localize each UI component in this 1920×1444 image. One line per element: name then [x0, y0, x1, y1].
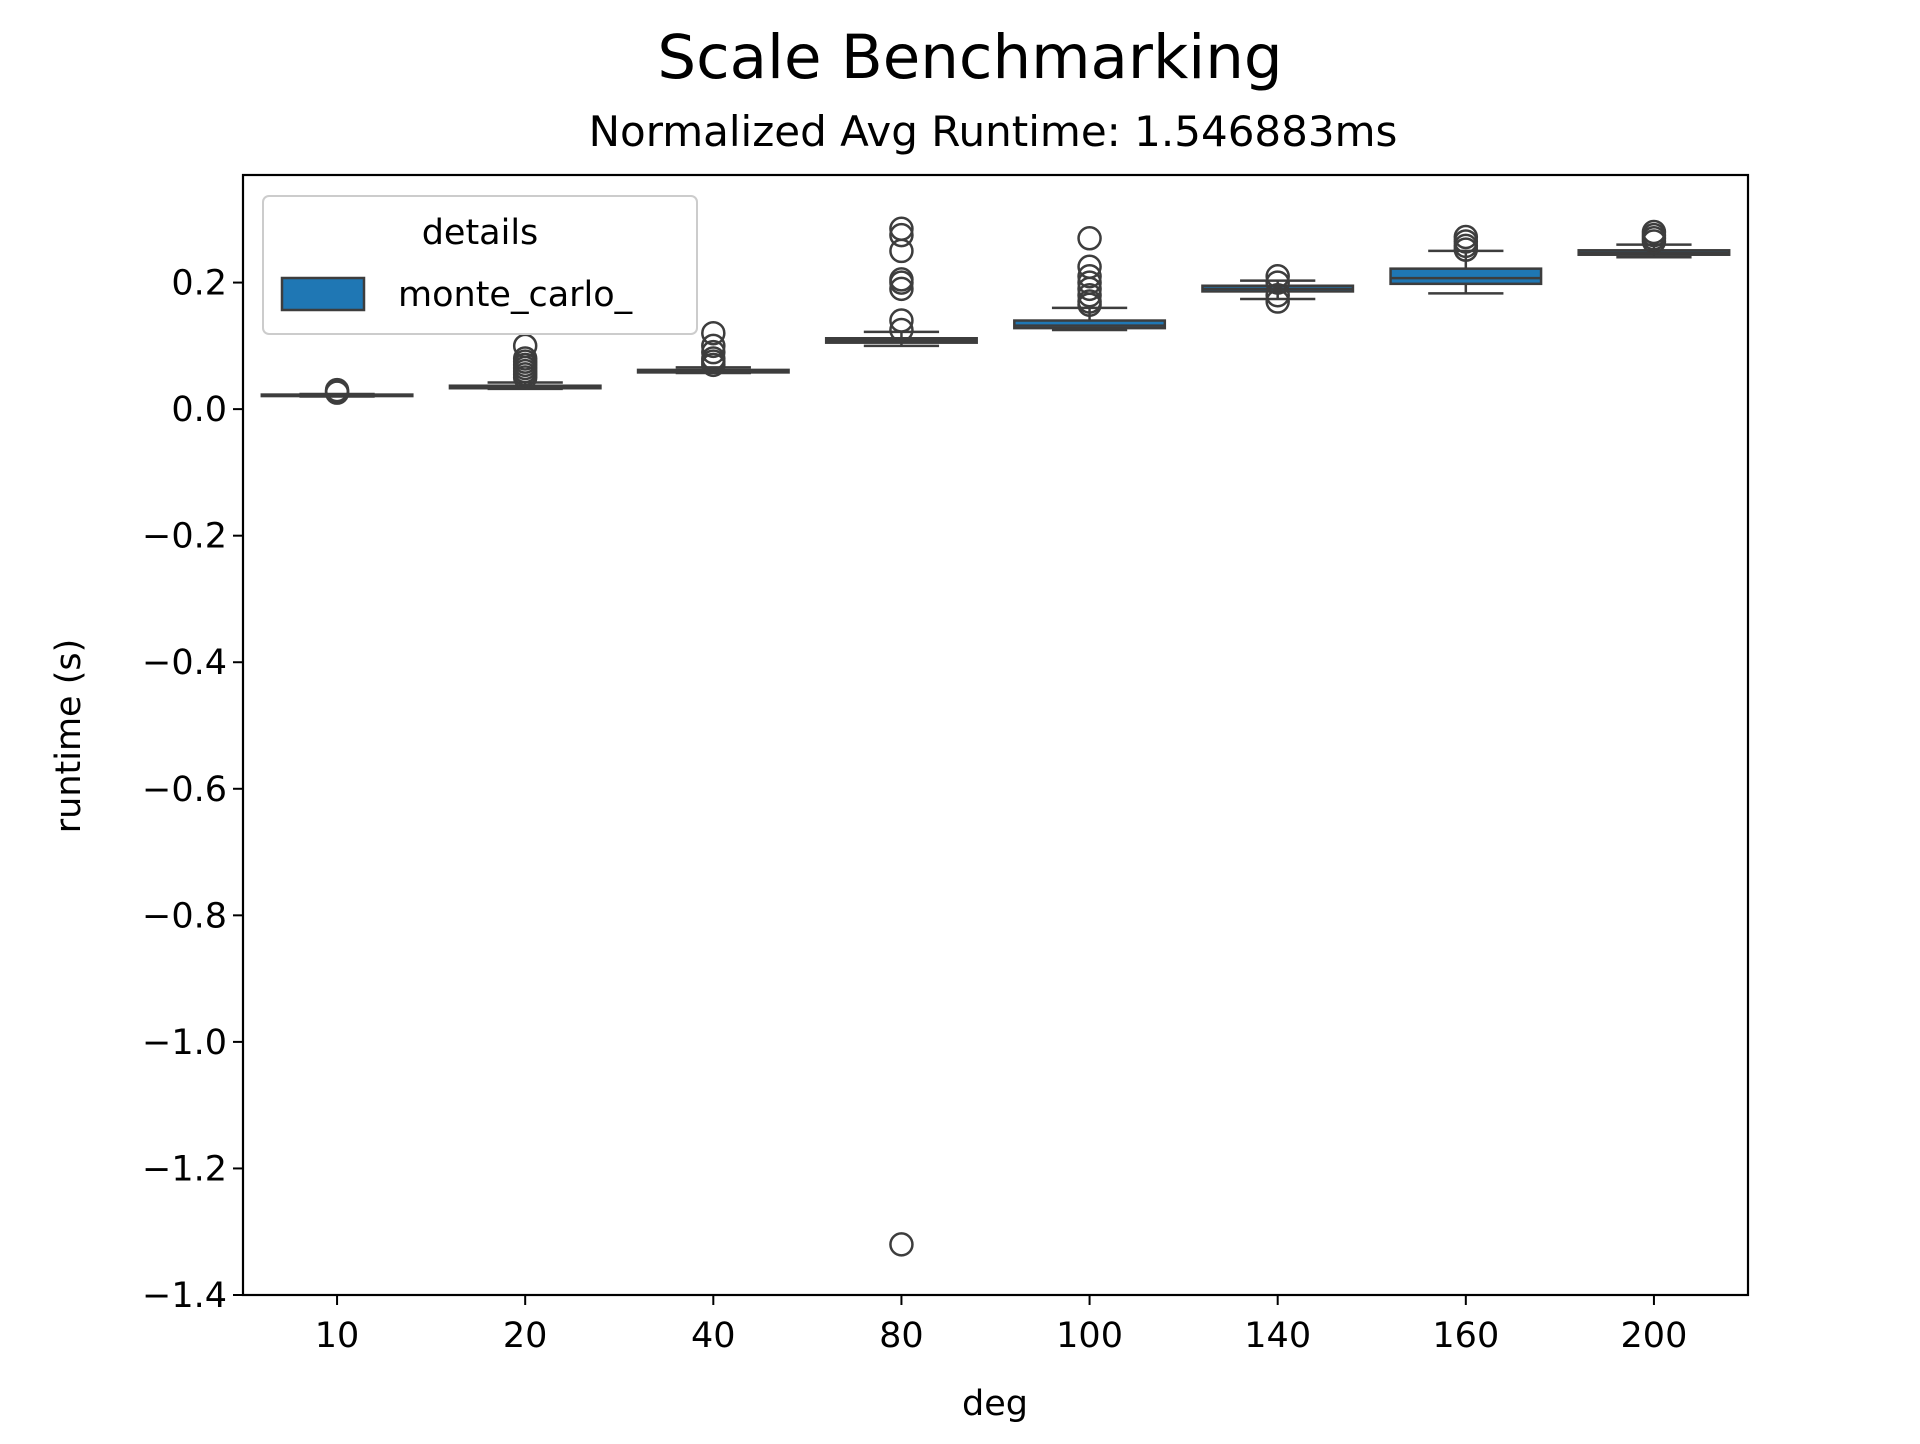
outlier-point [889, 317, 914, 343]
x-tick-label: 10 [315, 1316, 360, 1356]
x-tick-label: 40 [691, 1316, 736, 1356]
y-tick-label: −1.2 [142, 1149, 227, 1189]
outlier-point [701, 320, 726, 346]
outlier-point [701, 339, 726, 365]
x-axis-label: deg [962, 1384, 1028, 1424]
y-tick-label: 0.2 [171, 264, 227, 304]
legend-frame [262, 195, 698, 335]
box-group-80 [824, 216, 978, 1257]
outlier-point [889, 216, 914, 242]
box-group-200 [1577, 219, 1731, 259]
outlier-point [1077, 282, 1102, 308]
chart-title: Scale Benchmarking [657, 22, 1282, 93]
outlier-point [324, 377, 350, 403]
axes-frame [241, 173, 1750, 1297]
outlier-point [1077, 254, 1102, 280]
outlier-point [1077, 289, 1102, 314]
y-tick-label: −1.4 [142, 1276, 227, 1316]
outlier-point [701, 346, 726, 371]
outlier-point [889, 1232, 914, 1257]
outlier-point [701, 333, 726, 359]
box-group-100 [1013, 226, 1167, 332]
y-axis-ticks: 0.2 0.0 −0.2 −0.4 −0.6 −0.8 −1.0 −1.2 −1.4 [142, 264, 243, 1316]
box-group-40 [636, 320, 790, 378]
outlier-point [1641, 219, 1667, 245]
legend-label: monte_carlo_ [398, 275, 633, 315]
outlier-point [1453, 224, 1479, 250]
y-tick-label: −0.6 [142, 770, 227, 810]
outlier-point [1077, 270, 1102, 295]
box-iqr [1013, 319, 1167, 330]
outlier-point [512, 346, 538, 371]
x-tick-label: 80 [879, 1316, 924, 1356]
x-tick-label: 100 [1056, 1316, 1123, 1356]
box-iqr [1389, 267, 1543, 286]
box-group-10 [260, 377, 414, 405]
chart-subtitle: Normalized Avg Runtime: 1.546883ms [589, 107, 1398, 156]
outlier-point [889, 276, 914, 302]
y-tick-label: −0.8 [142, 896, 227, 936]
legend-swatch [280, 276, 366, 312]
outlier-point [1265, 289, 1290, 314]
x-axis-ticks: 10 20 40 80 100 140 160 200 [315, 1295, 1688, 1356]
x-tick-label: 140 [1244, 1316, 1311, 1356]
legend-title: details [422, 213, 539, 253]
box-group-20 [448, 333, 602, 391]
outlier-point [889, 222, 914, 248]
outlier-point [1265, 263, 1290, 289]
box-group-160 [1389, 224, 1543, 295]
x-tick-label: 160 [1432, 1316, 1499, 1356]
outlier-point [1077, 263, 1102, 289]
x-tick-label: 200 [1621, 1316, 1688, 1356]
y-tick-label: −0.2 [142, 517, 227, 557]
outlier-point [889, 267, 914, 292]
x-tick-label: 20 [503, 1316, 548, 1356]
outlier-point [1077, 226, 1102, 251]
legend: details monte_carlo_ [262, 195, 698, 335]
y-axis-label: runtime (s) [49, 639, 89, 834]
y-tick-label: 0.0 [171, 390, 227, 430]
y-tick-label: −0.4 [142, 643, 227, 683]
outlier-point [1265, 282, 1290, 308]
outlier-point [1265, 270, 1290, 295]
box-group-140 [1201, 263, 1355, 314]
box-plot-series [260, 216, 1731, 1257]
outlier-point [889, 308, 914, 333]
y-tick-label: −1.0 [142, 1023, 227, 1063]
